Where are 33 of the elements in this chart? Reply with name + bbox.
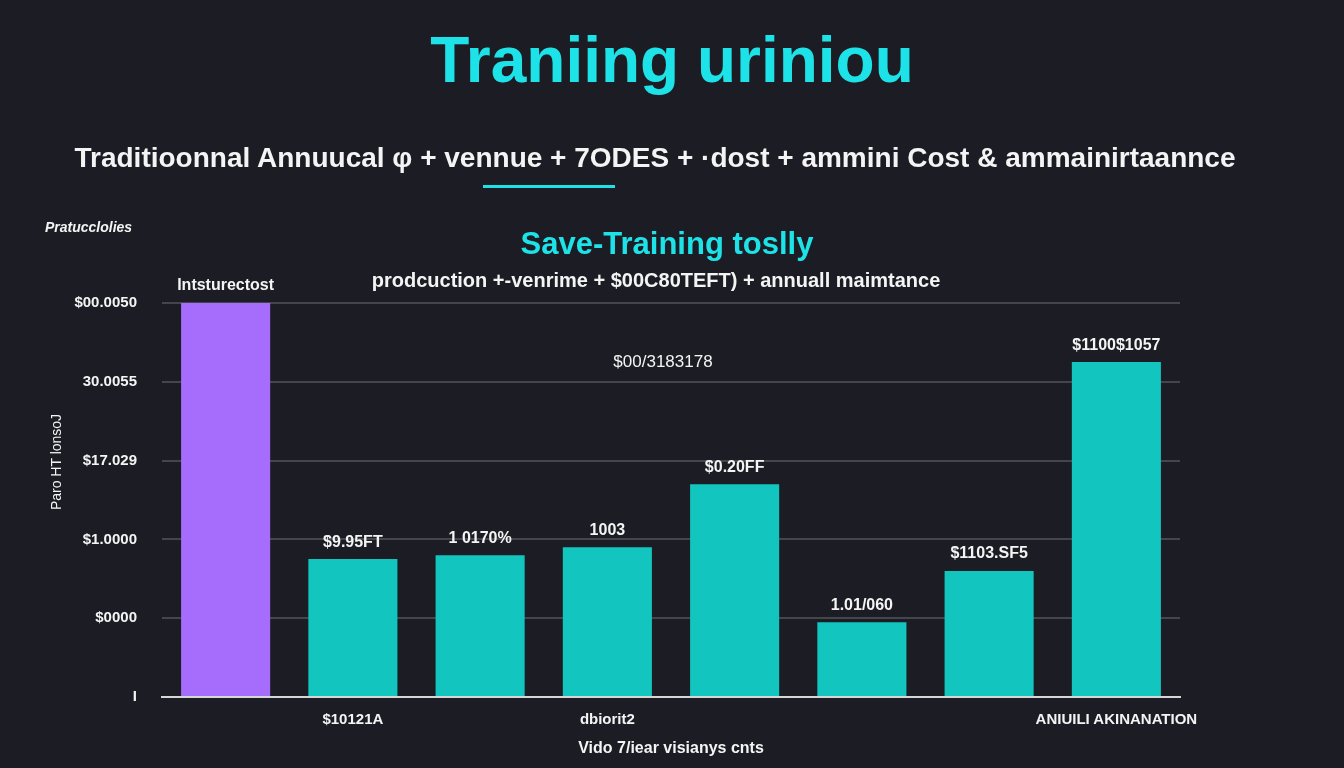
bar [944, 570, 1034, 696]
annotation: $1103.SF5 [950, 544, 1028, 562]
annotation: 1 0170% [448, 528, 512, 546]
chart-subtitle: Traditioonnal Annuucal φ + vennue + 7ODES + ·dost + ammini Cost & ammainirtaannce [73, 141, 1237, 175]
annotation: Intsturectost [177, 276, 275, 294]
annotation: 1003 [589, 520, 626, 538]
text: Pratucclolies [45, 218, 133, 235]
text: Paro HT lonsoJ [47, 413, 64, 511]
text: I [132, 687, 137, 705]
bar [308, 559, 398, 696]
chart-title: Traniing uriniou [429, 23, 915, 98]
bar [817, 622, 907, 696]
text: $17.029 [82, 450, 137, 468]
x-tick-label: dbiorit2 [579, 710, 635, 728]
text: prodcuction +-venrime + $00C80TEFT) + annuall maimtance [371, 268, 941, 291]
annotation: $0.20FF [704, 457, 765, 475]
text: $00.0050 [74, 293, 137, 311]
x-axis-title: Vido 7/iear visianys cnts [578, 738, 764, 756]
annotation: 1.01/060 [830, 595, 894, 613]
text: $0000 [95, 608, 137, 626]
text: 30.0055 [82, 371, 137, 389]
x-tick-label: ANIUILI AKINANATION [1035, 710, 1198, 728]
bar [435, 555, 525, 696]
annotation: $9.95FT [323, 532, 383, 550]
bar [181, 303, 271, 696]
x-tick-label: $10121A [322, 710, 384, 728]
text: Save-Training toslly [520, 225, 815, 261]
bar [1071, 362, 1161, 696]
bar [690, 484, 780, 696]
bar [562, 547, 652, 696]
text: $1.0000 [82, 529, 137, 547]
annotation: $1100$1057 [1072, 335, 1161, 353]
annotation: $00/3183178 [613, 351, 713, 371]
